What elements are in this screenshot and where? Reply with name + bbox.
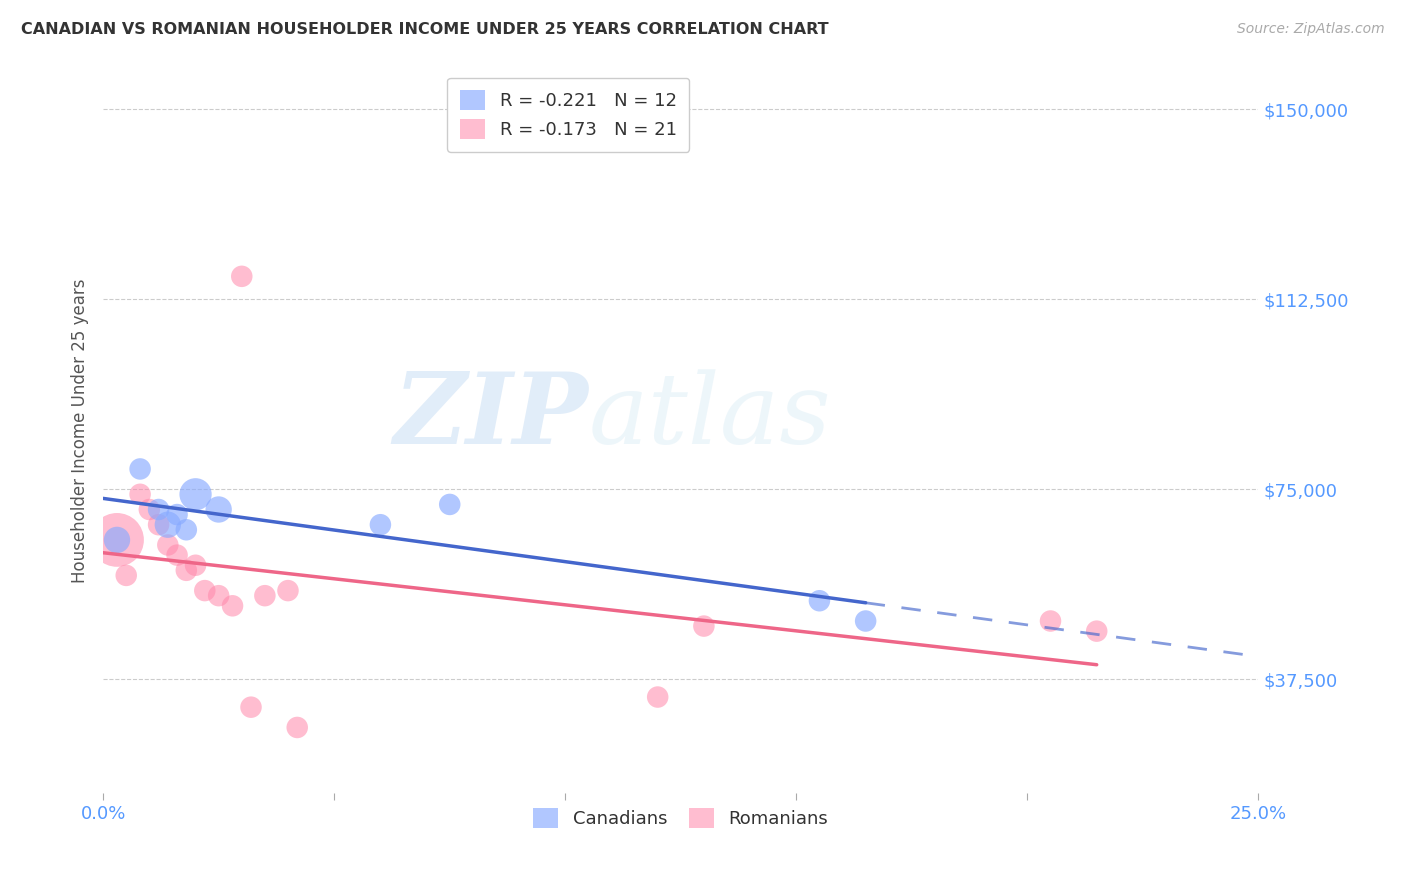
Point: [693, 619, 716, 633]
Point: [184, 487, 207, 501]
Point: [166, 548, 188, 562]
Point: [285, 721, 308, 735]
Point: [1039, 614, 1062, 628]
Point: [370, 517, 392, 532]
Point: [105, 533, 128, 547]
Point: [647, 690, 669, 704]
Point: [129, 487, 152, 501]
Text: ZIP: ZIP: [394, 368, 588, 465]
Text: CANADIAN VS ROMANIAN HOUSEHOLDER INCOME UNDER 25 YEARS CORRELATION CHART: CANADIAN VS ROMANIAN HOUSEHOLDER INCOME …: [21, 22, 828, 37]
Point: [184, 558, 207, 573]
Point: [208, 589, 231, 603]
Point: [129, 462, 152, 476]
Point: [240, 700, 263, 714]
Point: [176, 563, 198, 577]
Point: [148, 517, 170, 532]
Point: [166, 508, 188, 522]
Point: [208, 502, 231, 516]
Text: atlas: atlas: [588, 368, 831, 464]
Point: [105, 533, 128, 547]
Point: [156, 538, 179, 552]
Point: [277, 583, 299, 598]
Text: Source: ZipAtlas.com: Source: ZipAtlas.com: [1237, 22, 1385, 37]
Point: [138, 502, 160, 516]
Point: [156, 517, 179, 532]
Y-axis label: Householder Income Under 25 years: Householder Income Under 25 years: [72, 278, 89, 583]
Point: [221, 599, 243, 613]
Legend: Canadians, Romanians: Canadians, Romanians: [526, 801, 835, 835]
Point: [439, 498, 461, 512]
Point: [148, 502, 170, 516]
Point: [808, 593, 831, 607]
Point: [855, 614, 877, 628]
Point: [176, 523, 198, 537]
Point: [1085, 624, 1108, 639]
Point: [115, 568, 138, 582]
Point: [253, 589, 276, 603]
Point: [194, 583, 217, 598]
Point: [231, 269, 253, 284]
